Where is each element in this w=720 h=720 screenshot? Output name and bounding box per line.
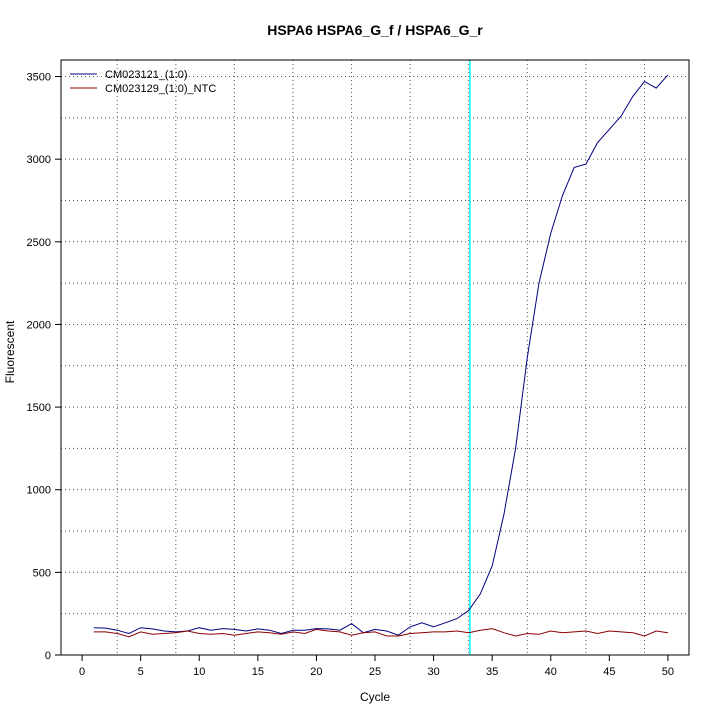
y-axis-ticks: 0 500 1000 1500 2000 2500 3000 3500 <box>27 72 61 662</box>
y-tick-label: 2000 <box>27 319 51 331</box>
plot-frame <box>60 59 690 656</box>
y-tick-label: 0 <box>45 650 51 662</box>
x-axis-ticks: 0 5 10 15 20 25 30 35 40 45 50 <box>79 655 674 678</box>
x-axis-title: Cycle <box>360 690 390 704</box>
legend-label-2: CM023129_(1:0)_NTC <box>105 83 216 95</box>
x-tick-label: 20 <box>310 666 322 678</box>
x-tick-label: 50 <box>662 666 674 678</box>
x-tick-label: 25 <box>369 666 381 678</box>
x-tick-label: 45 <box>603 666 615 678</box>
x-tick-label: 15 <box>252 666 264 678</box>
x-tick-label: 0 <box>79 666 85 678</box>
y-tick-label: 1000 <box>27 485 51 497</box>
series-layer <box>61 60 689 656</box>
x-tick-label: 5 <box>138 666 144 678</box>
y-tick-label: 1500 <box>27 402 51 414</box>
y-tick-label: 2500 <box>27 237 51 249</box>
grid-lines <box>61 60 689 656</box>
series-line-2 <box>93 628 668 638</box>
series-line-1 <box>93 74 669 636</box>
y-tick-label: 3000 <box>27 154 51 166</box>
legend-label-1: CM023121_(1:0) <box>105 69 188 81</box>
chart-title: HSPA6 HSPA6_G_f / HSPA6_G_r <box>267 22 483 38</box>
x-tick-label: 10 <box>193 666 205 678</box>
y-axis-title: Fluorescent <box>3 320 17 383</box>
y-tick-label: 500 <box>33 567 51 579</box>
x-tick-label: 40 <box>545 666 557 678</box>
y-tick-label: 3500 <box>27 72 51 84</box>
x-tick-label: 30 <box>427 666 439 678</box>
x-tick-label: 35 <box>486 666 498 678</box>
legend: CM023121_(1:0) CM023129_(1:0)_NTC <box>70 69 216 95</box>
